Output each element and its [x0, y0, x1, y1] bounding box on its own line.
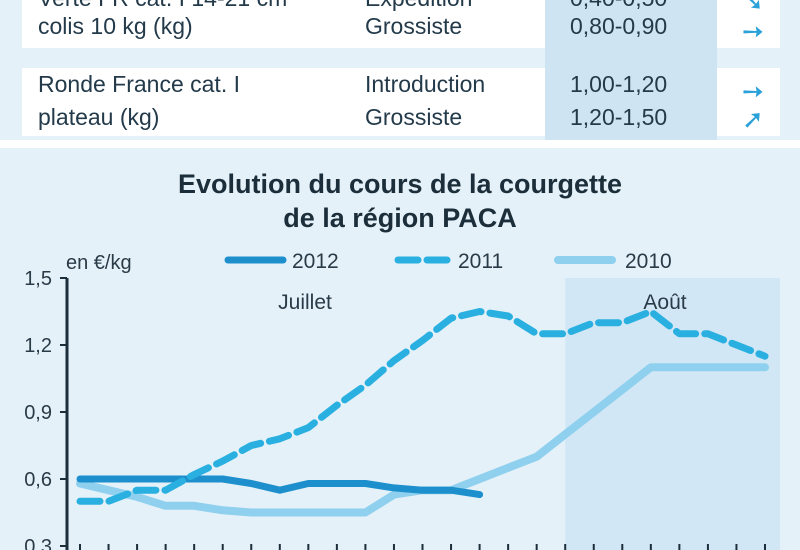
series-line-2012	[76, 475, 484, 499]
product-label: plateau (kg)	[38, 104, 160, 130]
price-value: 1,20-1,50	[570, 104, 668, 130]
y-axis-label: en €/kg	[66, 252, 132, 274]
y-tick-label: 0,9	[24, 402, 52, 424]
price-value: 0,80-0,90	[570, 13, 668, 39]
month-label-aout: Août	[643, 291, 686, 314]
up-right-arrow-icon: ➚	[742, 104, 764, 134]
stage-label: Expédition	[365, 0, 472, 14]
line-chart: 1,5 1,2 0,9 0,6 0,3 en €/kg Juillet Août 2012 201…	[24, 250, 780, 550]
price-value: 1,00-1,20	[570, 71, 668, 97]
y-tick-label: 1,2	[24, 335, 52, 357]
product-label: Ronde France cat. I	[38, 71, 240, 97]
stage-label: Grossiste	[365, 104, 463, 130]
legend-label-2012: 2012	[292, 250, 339, 273]
y-tick-label: 0,3	[24, 536, 52, 550]
month-label-juillet: Juillet	[278, 291, 332, 314]
right-arrow-icon: ➙	[742, 76, 764, 106]
y-tick-label: 1,5	[24, 268, 52, 290]
price-table: Verte FR cat. I 14-21 cm colis 10 kg (kg…	[0, 0, 800, 140]
y-tick-label: 0,6	[24, 469, 52, 491]
chart-title: Evolution du cours de la courgette	[177, 169, 623, 199]
product-label: colis 10 kg (kg)	[38, 13, 193, 39]
chart-panel: Evolution du cours de la courgette de la…	[0, 148, 800, 550]
legend-label-2010: 2010	[625, 250, 672, 273]
price-column	[545, 0, 717, 140]
down-right-arrow-icon: ➘	[742, 0, 764, 16]
product-label: Verte FR cat. I 14-21 cm	[38, 0, 287, 14]
price-value: 0,40-0,50	[570, 0, 667, 14]
legend-label-2011: 2011	[458, 250, 503, 273]
stage-label: Grossiste	[365, 13, 463, 39]
stage-label: Introduction	[365, 71, 486, 97]
right-arrow-icon: ➙	[742, 16, 764, 46]
series-line-2011	[76, 308, 769, 505]
chart-subtitle: de la région PACA	[283, 203, 517, 233]
